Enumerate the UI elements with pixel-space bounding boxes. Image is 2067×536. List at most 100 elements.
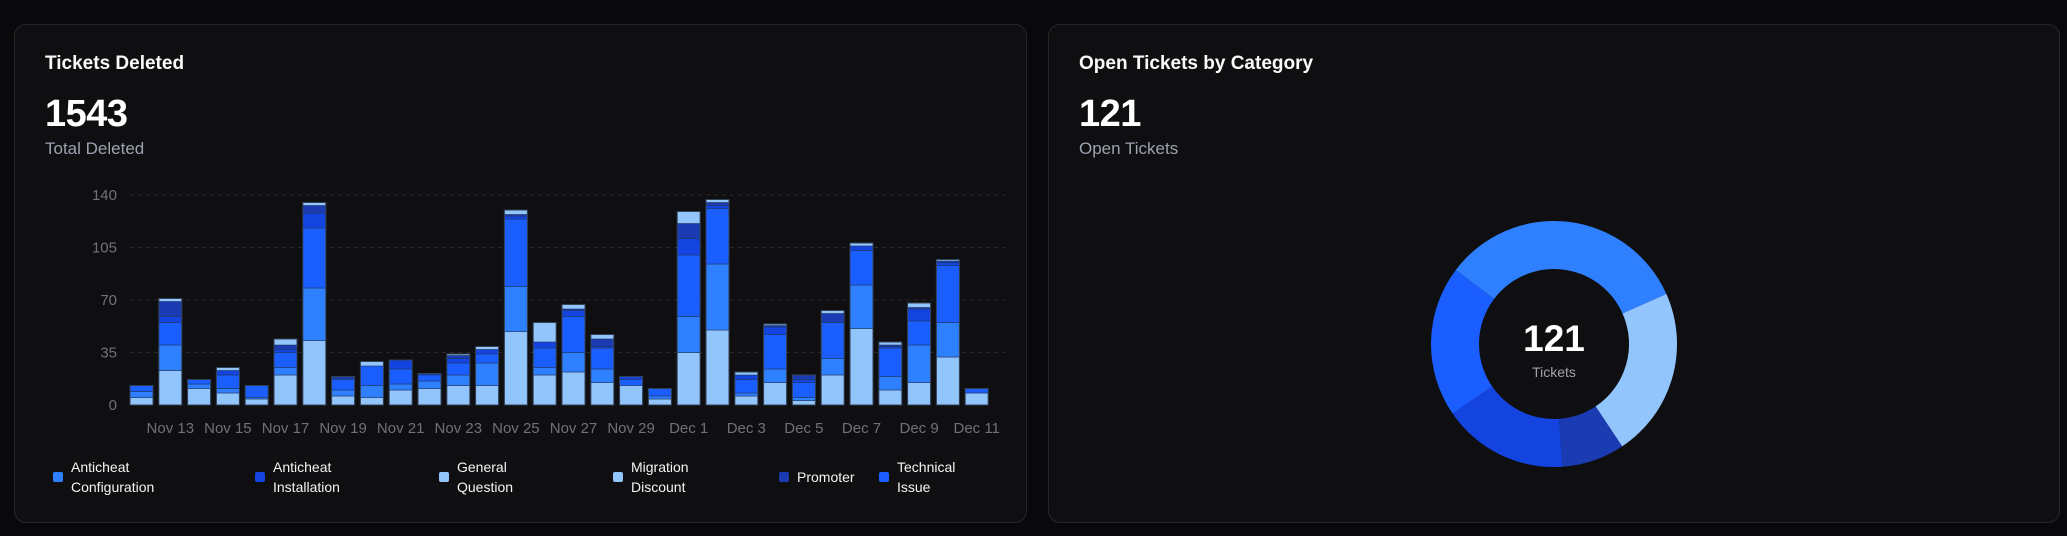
bar-segment[interactable] bbox=[446, 358, 471, 364]
bar-segment[interactable] bbox=[504, 218, 528, 287]
bar-segment[interactable] bbox=[129, 397, 154, 406]
bar-segment[interactable] bbox=[504, 331, 528, 406]
bar-group[interactable] bbox=[763, 323, 788, 406]
bar-segment[interactable] bbox=[820, 322, 845, 359]
bar-segment[interactable] bbox=[360, 397, 384, 406]
bar-group[interactable] bbox=[475, 346, 500, 406]
bar-group[interactable] bbox=[734, 371, 759, 406]
bar-segment[interactable] bbox=[158, 316, 183, 323]
bar-segment[interactable] bbox=[158, 322, 183, 346]
bar-segment[interactable] bbox=[302, 205, 327, 214]
bar-segment[interactable] bbox=[907, 308, 931, 322]
bar-segment[interactable] bbox=[216, 374, 240, 389]
bar-segment[interactable] bbox=[561, 310, 586, 317]
bar-segment[interactable] bbox=[820, 358, 845, 376]
bar-segment[interactable] bbox=[676, 254, 701, 317]
bar-segment[interactable] bbox=[302, 287, 327, 341]
legend-item[interactable]: Technical Issue bbox=[879, 457, 987, 497]
bar-segment[interactable] bbox=[388, 389, 413, 406]
bar-segment[interactable] bbox=[907, 320, 931, 346]
bar-group[interactable] bbox=[417, 373, 442, 406]
bar-segment[interactable] bbox=[532, 322, 557, 343]
bar-segment[interactable] bbox=[475, 385, 499, 406]
bar-segment[interactable] bbox=[676, 316, 701, 353]
bar-segment[interactable] bbox=[388, 368, 413, 385]
bar-segment[interactable] bbox=[273, 349, 298, 353]
bar-segment[interactable] bbox=[244, 398, 269, 406]
bar-segment[interactable] bbox=[705, 329, 730, 406]
bar-segment[interactable] bbox=[187, 383, 211, 389]
bar-segment[interactable] bbox=[446, 362, 471, 376]
legend-item[interactable]: Promoter bbox=[779, 467, 887, 487]
bar-segment[interactable] bbox=[417, 380, 442, 389]
bar-group[interactable] bbox=[705, 199, 730, 406]
bar-segment[interactable] bbox=[331, 379, 355, 391]
donut-segment[interactable] bbox=[1559, 406, 1623, 467]
bar-segment[interactable] bbox=[504, 215, 528, 220]
bar-segment[interactable] bbox=[936, 262, 960, 266]
bar-segment[interactable] bbox=[331, 395, 355, 406]
bar-segment[interactable] bbox=[590, 368, 615, 383]
bar-group[interactable] bbox=[129, 385, 154, 406]
bar-segment[interactable] bbox=[734, 395, 759, 406]
bar-segment[interactable] bbox=[878, 347, 903, 377]
bar-segment[interactable] bbox=[705, 208, 730, 265]
bar-segment[interactable] bbox=[878, 389, 903, 406]
bar-segment[interactable] bbox=[849, 328, 874, 406]
bar-group[interactable] bbox=[561, 304, 586, 406]
bar-segment[interactable] bbox=[273, 338, 298, 346]
bar-segment[interactable] bbox=[590, 338, 615, 347]
bar-segment[interactable] bbox=[763, 368, 787, 383]
bar-segment[interactable] bbox=[907, 302, 931, 308]
bar-segment[interactable] bbox=[590, 334, 615, 340]
bar-segment[interactable] bbox=[648, 398, 672, 406]
bar-group[interactable] bbox=[791, 374, 816, 406]
bar-segment[interactable] bbox=[849, 284, 874, 329]
bar-segment[interactable] bbox=[532, 347, 557, 368]
bar-segment[interactable] bbox=[331, 389, 355, 397]
bar-segment[interactable] bbox=[619, 379, 643, 386]
bar-segment[interactable] bbox=[590, 382, 615, 406]
bar-segment[interactable] bbox=[734, 379, 759, 394]
bar-segment[interactable] bbox=[532, 341, 557, 349]
bar-segment[interactable] bbox=[590, 347, 615, 370]
bar-group[interactable] bbox=[302, 202, 327, 406]
bar-segment[interactable] bbox=[763, 334, 787, 370]
legend-item[interactable]: Anticheat Installation bbox=[255, 457, 363, 497]
bar-segment[interactable] bbox=[849, 250, 874, 286]
bar-segment[interactable] bbox=[273, 344, 298, 350]
bar-group[interactable] bbox=[359, 361, 384, 406]
bar-group[interactable] bbox=[647, 388, 672, 406]
bar-segment[interactable] bbox=[475, 362, 499, 386]
bar-segment[interactable] bbox=[360, 385, 384, 398]
bar-segment[interactable] bbox=[475, 353, 499, 364]
bar-segment[interactable] bbox=[676, 223, 701, 239]
bar-group[interactable] bbox=[820, 310, 845, 406]
bar-segment[interactable] bbox=[792, 382, 816, 398]
donut-segment[interactable] bbox=[1452, 386, 1563, 467]
bar-group[interactable] bbox=[676, 211, 701, 406]
bar-segment[interactable] bbox=[792, 397, 816, 401]
bar-segment[interactable] bbox=[820, 313, 845, 323]
bar-segment[interactable] bbox=[446, 355, 471, 359]
bar-group[interactable] bbox=[331, 376, 356, 406]
donut-segment[interactable] bbox=[1595, 293, 1677, 447]
bar-segment[interactable] bbox=[648, 388, 672, 397]
bar-segment[interactable] bbox=[388, 383, 413, 391]
bar-segment[interactable] bbox=[561, 316, 586, 353]
bar-segment[interactable] bbox=[532, 374, 557, 406]
bar-segment[interactable] bbox=[734, 374, 759, 380]
bar-segment[interactable] bbox=[964, 388, 989, 394]
bar-segment[interactable] bbox=[302, 340, 327, 406]
bar-group[interactable] bbox=[187, 379, 212, 406]
donut-segment[interactable] bbox=[1455, 221, 1667, 314]
bar-segment[interactable] bbox=[187, 388, 211, 406]
bar-segment[interactable] bbox=[676, 352, 701, 406]
bar-segment[interactable] bbox=[792, 379, 816, 383]
bar-segment[interactable] bbox=[273, 367, 298, 376]
bar-segment[interactable] bbox=[792, 374, 816, 380]
stacked-bar-chart[interactable]: 0 35 70 105 140 Nov 13 Nov 15 Nov 17 Nov 19 Nov 2… bbox=[15, 25, 1028, 465]
bar-group[interactable] bbox=[907, 302, 932, 406]
legend-item[interactable]: Migration Discount bbox=[613, 457, 721, 497]
bar-segment[interactable] bbox=[216, 370, 240, 376]
